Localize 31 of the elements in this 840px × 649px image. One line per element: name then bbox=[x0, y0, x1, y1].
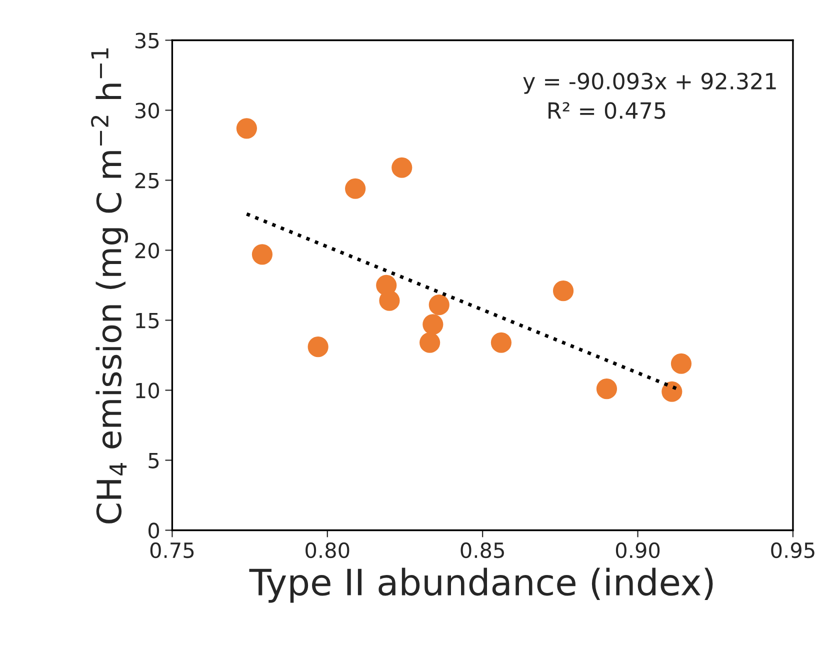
y-tick-label: 15 bbox=[136, 312, 159, 328]
y-tick-label: 35 bbox=[135, 32, 159, 48]
y-tick-label: 10 bbox=[136, 382, 160, 398]
point bbox=[308, 336, 328, 358]
point bbox=[236, 118, 257, 139]
point bbox=[420, 332, 440, 353]
x-tick-label: 0.80 bbox=[306, 542, 350, 558]
y-tick-label: 20 bbox=[135, 242, 160, 258]
y-axis-title: CH$_{4}$ emission (mg C m$^{−2}$ h$^{−1}$ bbox=[90, 48, 128, 524]
point bbox=[490, 332, 512, 353]
annotation: R² = 0.475 bbox=[548, 102, 666, 119]
point bbox=[252, 244, 273, 265]
x-tick-label: 0.90 bbox=[616, 542, 660, 558]
x-tick-label: 0.75 bbox=[150, 542, 194, 558]
point bbox=[379, 290, 400, 311]
y-tick-label: 5 bbox=[148, 452, 159, 468]
point bbox=[428, 294, 450, 316]
y-tick-label: 25 bbox=[135, 172, 159, 188]
annotation: y = -90.093x + 92.321 bbox=[523, 72, 776, 94]
point bbox=[552, 280, 574, 302]
point bbox=[596, 378, 618, 400]
point bbox=[662, 381, 682, 402]
point bbox=[392, 157, 412, 178]
point bbox=[345, 178, 366, 199]
point bbox=[422, 314, 444, 335]
y-tick-label: 30 bbox=[135, 102, 160, 118]
x-tick-label: 0.85 bbox=[460, 542, 504, 558]
x-axis-title: Type II abundance (index) bbox=[249, 568, 713, 603]
point bbox=[670, 353, 692, 374]
y-tick-label: 0 bbox=[148, 522, 160, 538]
x-tick-label: 0.95 bbox=[771, 542, 814, 558]
